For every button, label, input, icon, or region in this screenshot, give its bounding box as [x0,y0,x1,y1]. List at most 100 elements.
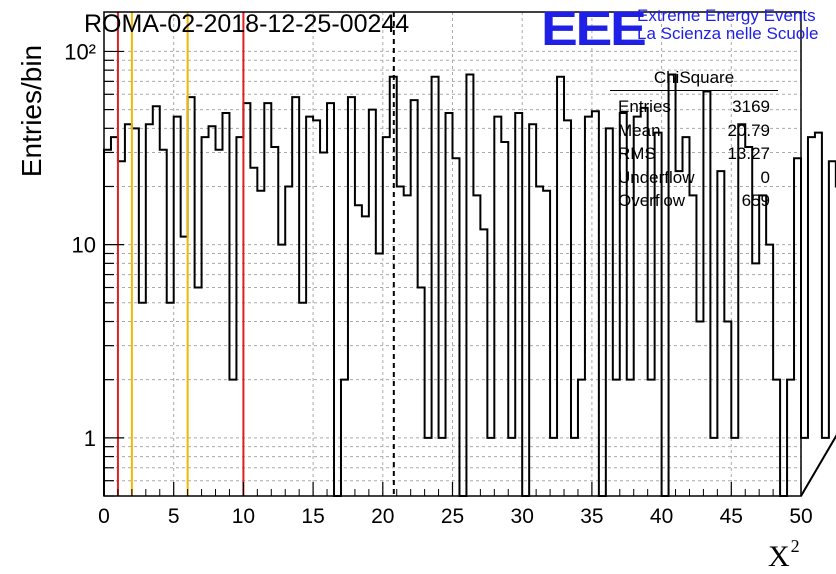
histogram-bin [508,438,515,496]
y-tick-label: 1 [84,426,96,451]
histogram-bin [815,133,822,496]
histogram-bin [648,380,655,496]
histogram-bin [578,380,585,496]
histogram-bin [362,216,369,496]
histogram-bin [181,237,188,496]
histogram-bin [613,380,620,496]
histogram-bin [132,128,139,496]
histogram-bin [411,100,418,496]
histogram-bin [229,380,236,496]
x-axis-label: X2 [768,536,800,574]
histogram-bin [696,322,703,496]
histogram-bin [313,120,320,496]
histogram-bin [439,438,446,496]
histogram-bin [376,253,383,496]
histogram-bin [139,303,146,496]
histogram-bin [320,152,327,496]
histogram-bin [236,137,243,496]
x-tick-label: 45 [720,505,743,528]
histogram-bin [822,438,829,496]
histogram-bin [264,103,271,496]
y-axis-label: Entries/bin [16,41,48,181]
histogram-bin [195,288,202,496]
histogram-bin [564,120,571,496]
histogram-bin [494,117,501,496]
run-title: ROMA-02-2018-12-25-00244 [84,10,409,39]
histogram-bin [216,150,223,496]
histogram-bin [752,263,759,496]
histogram-bin [271,147,278,496]
histogram-bin [550,438,557,496]
histogram-bin [111,137,118,496]
histogram-bin [327,103,334,496]
histogram-bin [278,245,285,496]
histogram-bin [299,303,306,496]
x-tick-label: 10 [232,505,255,528]
histogram-bin [446,113,453,496]
histogram-bin [585,117,592,496]
histogram-bin [348,97,355,496]
histogram-bin [787,380,794,496]
histogram-bin [466,74,473,496]
y-tick-label: 10 [72,233,96,258]
histogram-bin [125,124,132,496]
histogram-bin [341,380,348,496]
histogram-bin [515,113,522,496]
histogram-bin [306,117,313,496]
histogram-bin [250,168,257,496]
histogram-bin [487,438,494,496]
histogram-bin [104,150,111,496]
histogram-bin [174,117,181,496]
histogram-bin [627,380,634,496]
logo-line-1: Extreme Energy Events [637,6,816,26]
histogram-bin [160,150,167,496]
histogram-bin [731,438,738,496]
x-tick-label: 50 [789,505,812,528]
x-tick-label: 35 [580,505,603,528]
histogram-bin [689,195,696,496]
histogram-bin [801,438,808,496]
histogram-bin [543,191,550,496]
histogram-bin [118,161,125,496]
histogram-bin [766,245,773,496]
histogram-bin [453,158,460,496]
histogram-bin [355,205,362,496]
histogram-bin [710,438,717,496]
histogram-bin [153,106,160,496]
eee-logo: EEE [541,2,645,57]
histogram-bin [383,137,390,496]
x-tick-label: 20 [371,505,394,528]
histogram-bin [425,438,432,496]
histogram-bin [773,380,780,496]
histogram-bin [209,126,216,496]
histogram-bin [146,124,153,496]
x-tick-label: 30 [511,505,534,528]
stats-title: ChiSquare [610,68,778,91]
x-tick-label: 25 [441,505,464,528]
histogram-bin [536,186,543,496]
histogram-bin [369,110,376,496]
histogram-bin [418,288,425,496]
histogram-bin [188,97,195,496]
x-tick-label: 40 [650,505,673,528]
histogram-bin [829,161,836,496]
histogram-bin [676,171,683,496]
histogram-bin [724,322,731,496]
histogram-bin [501,142,508,496]
histogram-bin [243,103,250,496]
histogram-bin [592,111,599,496]
histogram-bin [529,124,536,496]
histogram-bin [397,186,404,496]
histogram-bin [473,195,480,496]
histogram-bin [202,137,209,496]
histogram-bin [480,229,487,496]
histogram-bin [292,97,299,496]
histogram-bin [285,186,292,496]
logo-line-2: La Scienza nelle Scuole [637,24,818,44]
x-tick-label: 0 [98,505,110,528]
